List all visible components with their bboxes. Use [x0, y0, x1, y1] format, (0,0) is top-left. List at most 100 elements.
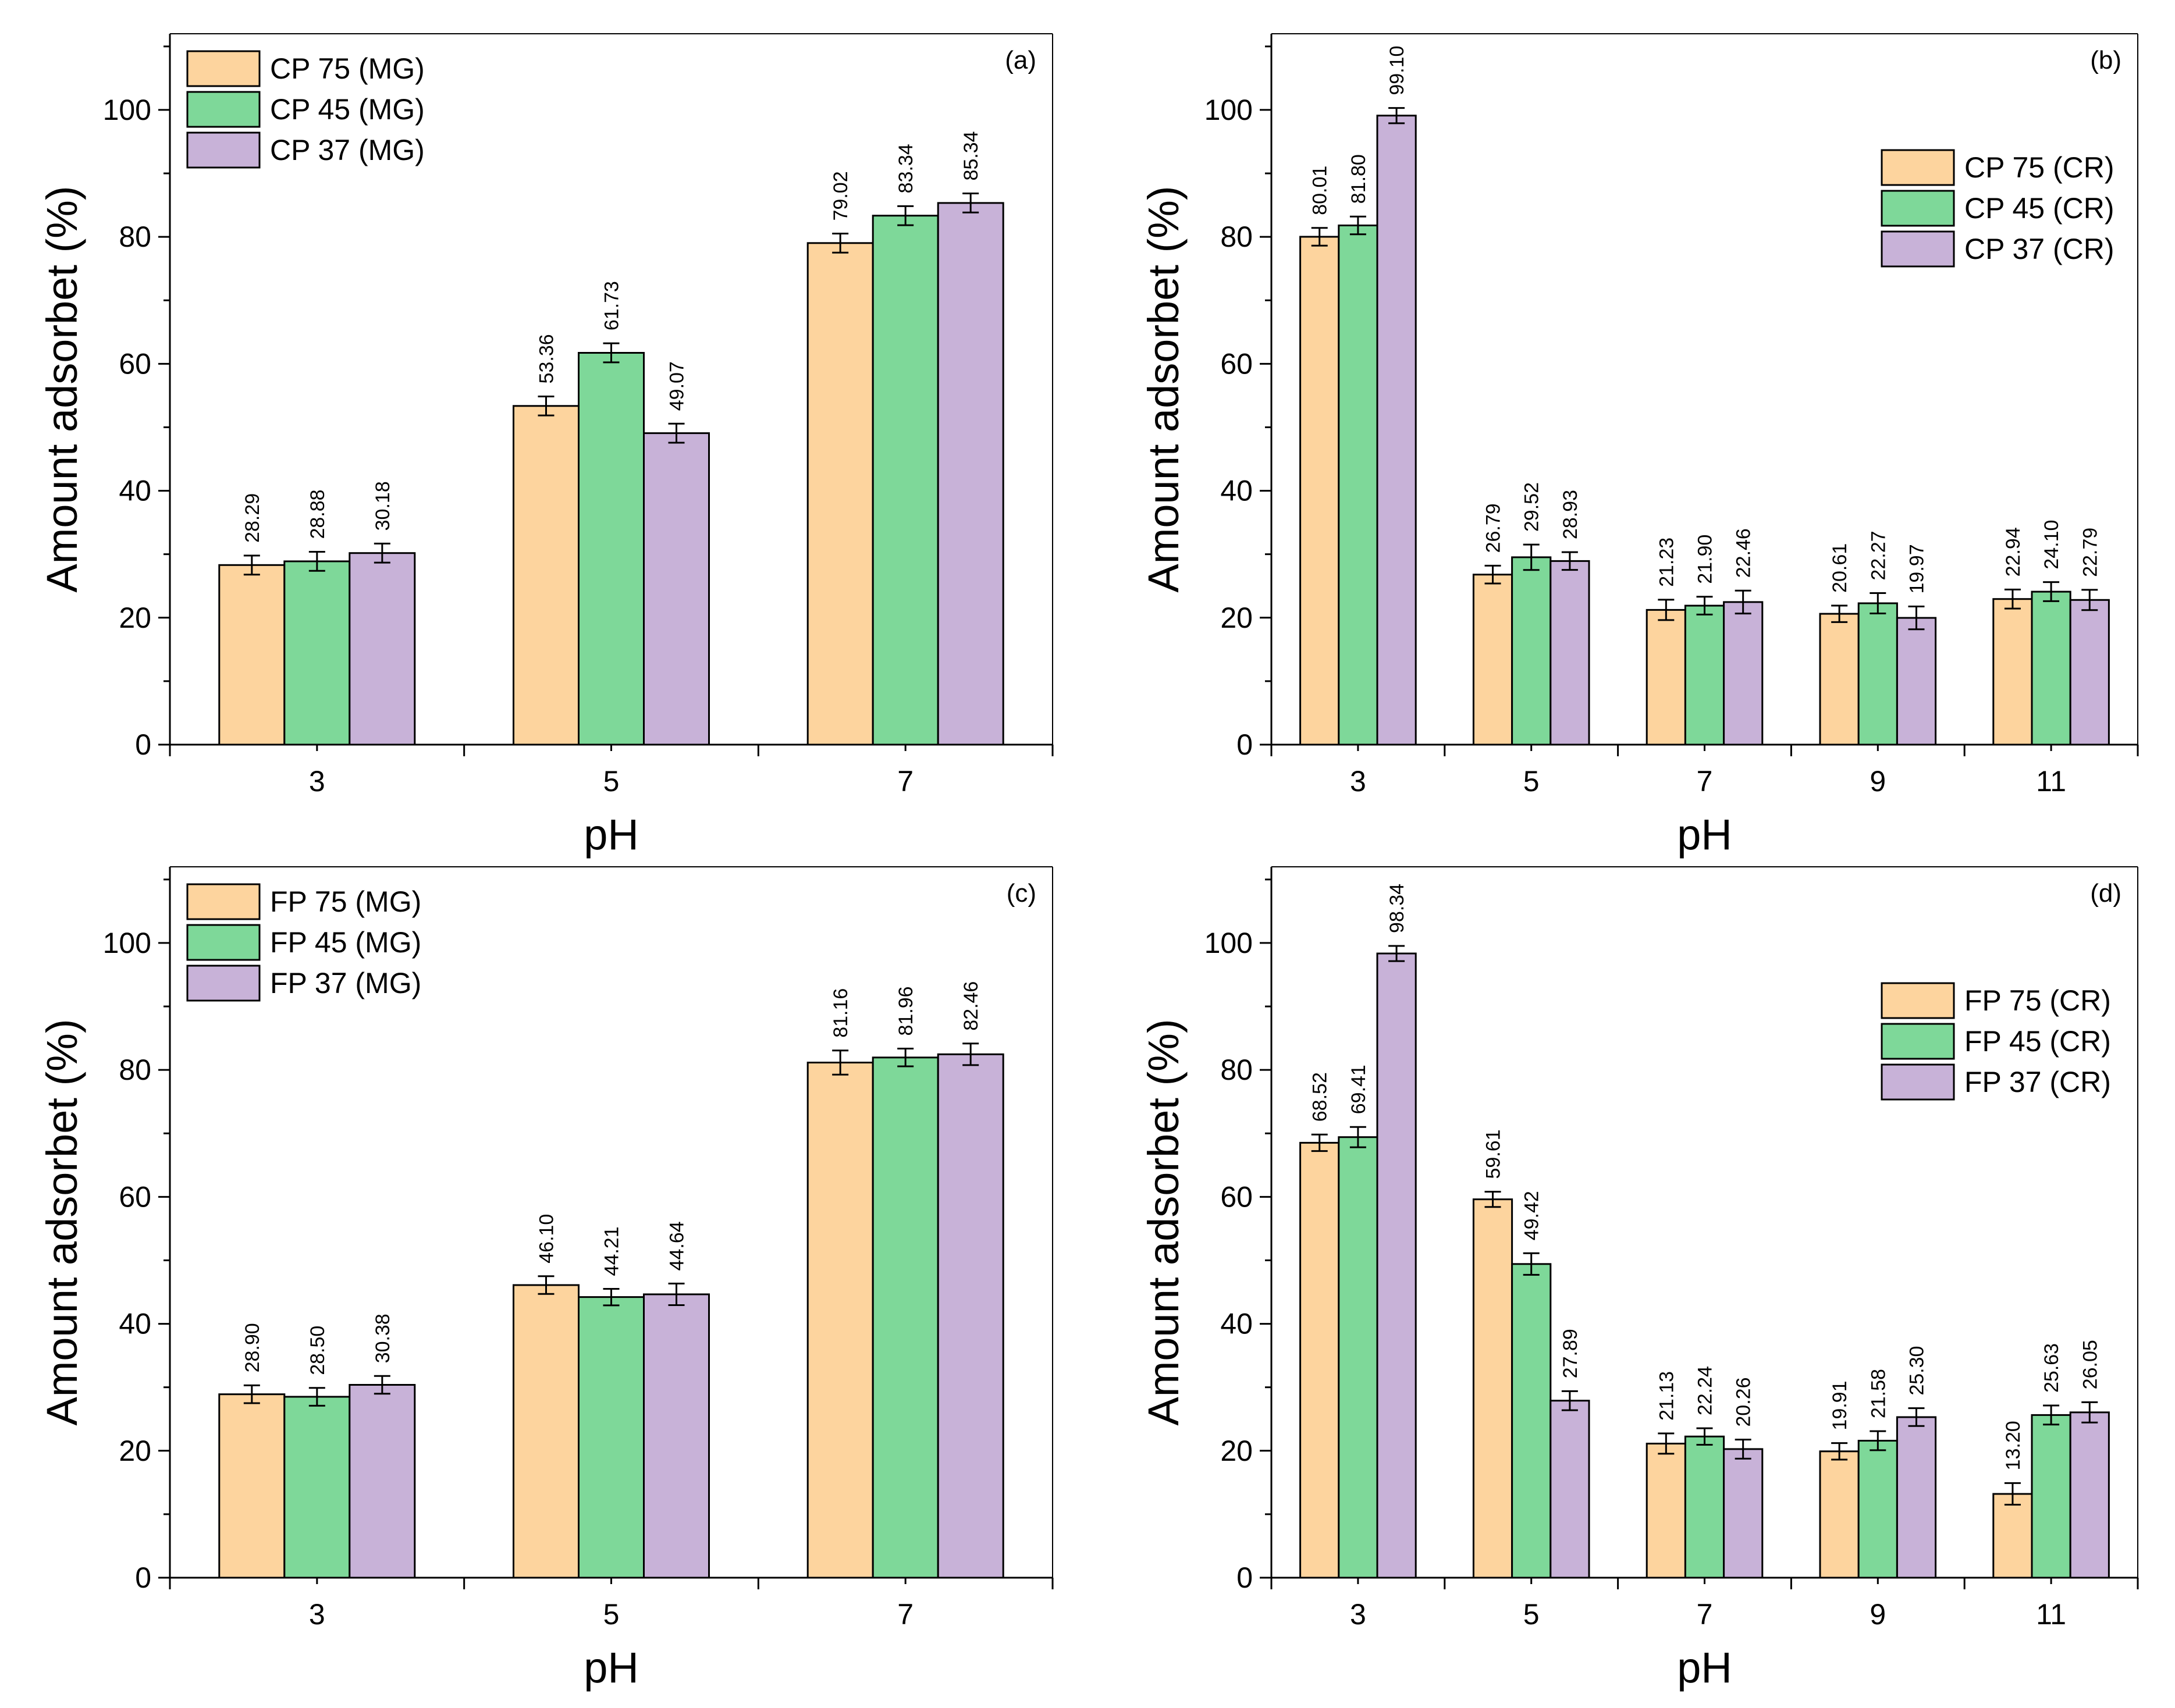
legend-swatch: [186, 91, 261, 128]
bar: [513, 1284, 580, 1579]
data-label: 53.36: [535, 334, 557, 383]
legend-swatch: [186, 131, 261, 169]
data-label: 29.52: [1521, 482, 1543, 532]
data-label: 28.88: [307, 489, 329, 539]
x-axis-title: pH: [584, 810, 639, 859]
bar: [1857, 602, 1898, 746]
panel-tag: (a): [1005, 46, 1036, 74]
bar: [1992, 1493, 2033, 1579]
x-tick-label: 7: [1697, 1598, 1713, 1631]
legend-swatch: [1881, 1063, 1955, 1101]
x-tick-label: 5: [603, 1598, 620, 1631]
data-label: 25.63: [2041, 1343, 2063, 1393]
bar: [1549, 560, 1590, 746]
y-tick-label: 80: [1220, 220, 1253, 253]
data-label: 99.10: [1386, 46, 1408, 95]
bar: [513, 405, 580, 746]
bar: [1338, 225, 1378, 746]
legend-label: CP 45 (CR): [1964, 192, 2114, 225]
bar: [872, 1056, 939, 1579]
chart-panel: 68.52 59.61 21.13 19.91 13.20 69.41 49.42 22.24…: [1139, 866, 2139, 1692]
y-tick-label: 80: [119, 1054, 151, 1086]
data-label: 30.18: [372, 481, 394, 531]
data-label: 80.01: [1309, 166, 1331, 215]
bar: [1376, 115, 1417, 746]
bar: [1723, 601, 1764, 746]
y-tick-label: 40: [119, 1308, 151, 1340]
bar: [1646, 609, 1686, 746]
data-label: 79.02: [830, 171, 852, 220]
legend-label: FP 45 (MG): [270, 926, 421, 959]
chart-panel: 80.01 26.79 21.23 20.61 22.94 81.80 29.52 21.90…: [1139, 33, 2139, 859]
data-label: 21.23: [1655, 538, 1678, 587]
bar: [1646, 1443, 1686, 1579]
y-tick-label: 0: [1236, 1561, 1253, 1594]
legend-swatch: [1881, 230, 1955, 268]
data-label: 46.10: [535, 1214, 557, 1264]
legend-swatch: [186, 965, 261, 1002]
bar: [1338, 1136, 1378, 1579]
x-tick-label: 3: [309, 765, 325, 798]
panel-tag: (c): [1007, 879, 1036, 908]
data-label: 82.46: [960, 981, 982, 1031]
data-label: 22.27: [1867, 531, 1889, 580]
y-tick-label: 100: [103, 927, 151, 959]
bar: [1472, 574, 1513, 746]
data-label: 22.46: [1733, 528, 1755, 578]
bar: [1723, 1448, 1764, 1579]
x-tick-label: 9: [1870, 765, 1886, 798]
y-tick-label: 20: [1220, 602, 1253, 634]
y-axis-title: Amount adsorbet (%): [38, 1019, 86, 1425]
bar: [1684, 604, 1725, 746]
y-axis-title: Amount adsorbet (%): [1139, 186, 1188, 592]
bar: [218, 1393, 286, 1579]
bar: [643, 432, 710, 746]
y-tick-label: 0: [1236, 728, 1253, 761]
bar: [1472, 1198, 1513, 1579]
bar: [1511, 1263, 1552, 1579]
legend-swatch: [1881, 190, 1955, 227]
bar: [2069, 1411, 2110, 1579]
data-label: 61.73: [601, 281, 623, 330]
data-label: 21.58: [1867, 1369, 1889, 1418]
data-label: 19.97: [1906, 544, 1928, 593]
data-label: 28.29: [241, 493, 264, 543]
data-label: 81.96: [895, 986, 917, 1036]
data-label: 24.10: [2041, 520, 2063, 570]
bar: [578, 1296, 645, 1579]
bar: [218, 564, 286, 746]
legend-swatch: [1881, 982, 1955, 1019]
x-tick-label: 3: [1350, 765, 1366, 798]
x-tick-label: 5: [1523, 1598, 1540, 1631]
data-label: 21.90: [1694, 535, 1716, 584]
bar: [872, 215, 939, 746]
x-tick-label: 9: [1870, 1598, 1886, 1631]
data-label: 28.93: [1559, 490, 1582, 539]
data-label: 25.30: [1906, 1346, 1928, 1396]
bar: [937, 202, 1004, 746]
data-label: 49.07: [666, 361, 688, 411]
bar: [283, 1396, 351, 1579]
bar: [937, 1053, 1004, 1579]
data-label: 44.64: [666, 1221, 688, 1271]
bar: [1819, 1450, 1860, 1579]
legend-label: FP 37 (CR): [1964, 1066, 2111, 1098]
x-tick-label: 5: [603, 765, 620, 798]
chart-panel: 28.90 46.10 81.16 28.50 44.21 81.96 30.38 44.64…: [38, 866, 1054, 1692]
y-tick-label: 60: [119, 1180, 151, 1213]
panel-tag: (d): [2090, 879, 2121, 908]
x-axis-title: pH: [1677, 810, 1732, 859]
bar: [643, 1293, 710, 1579]
data-label: 22.94: [2002, 527, 2024, 577]
x-axis-title: pH: [584, 1643, 639, 1692]
legend-swatch: [186, 924, 261, 961]
data-label: 30.38: [372, 1314, 394, 1363]
legend-label: FP 45 (CR): [1964, 1025, 2111, 1058]
y-axis-title: Amount adsorbet (%): [1139, 1019, 1188, 1425]
bar: [2031, 590, 2071, 746]
panel-tag: (b): [2090, 46, 2121, 74]
legend-swatch: [1881, 1023, 1955, 1060]
y-tick-label: 0: [135, 1561, 151, 1594]
y-tick-label: 60: [1220, 347, 1253, 380]
data-label: 68.52: [1309, 1072, 1331, 1122]
